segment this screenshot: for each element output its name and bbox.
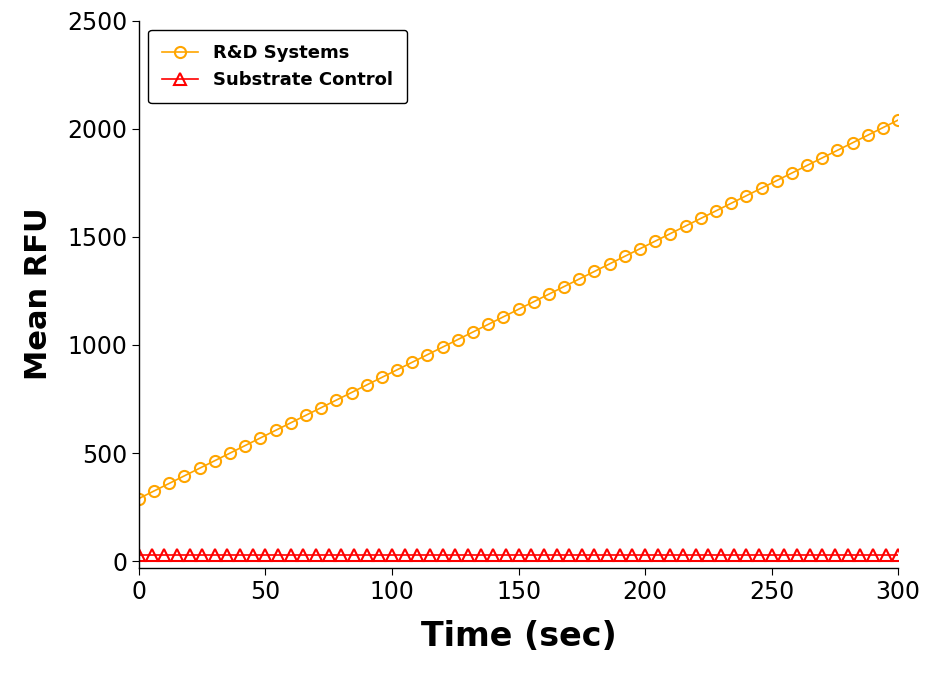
X-axis label: Time (sec): Time (sec) [420, 620, 617, 653]
R&D Systems [300, 411, 311, 419]
Substrate Control [133, 551, 144, 559]
Y-axis label: Mean RFU: Mean RFU [24, 208, 53, 380]
R&D Systems [361, 381, 372, 389]
Substrate Control [589, 551, 600, 559]
R&D Systems [376, 373, 387, 382]
Substrate Control [792, 551, 803, 559]
Substrate Control [538, 551, 549, 559]
R&D Systems [893, 116, 904, 124]
R&D Systems [680, 222, 691, 230]
Legend: R&D Systems, Substrate Control: R&D Systems, Substrate Control [148, 29, 407, 103]
Substrate Control [399, 551, 410, 559]
R&D Systems [878, 124, 889, 132]
Substrate Control [285, 551, 296, 559]
R&D Systems [133, 495, 144, 503]
Substrate Control [310, 551, 321, 559]
R&D Systems [634, 245, 645, 253]
Line: R&D Systems: R&D Systems [133, 114, 904, 504]
Line: Substrate Control: Substrate Control [133, 549, 904, 560]
Substrate Control [893, 551, 904, 559]
